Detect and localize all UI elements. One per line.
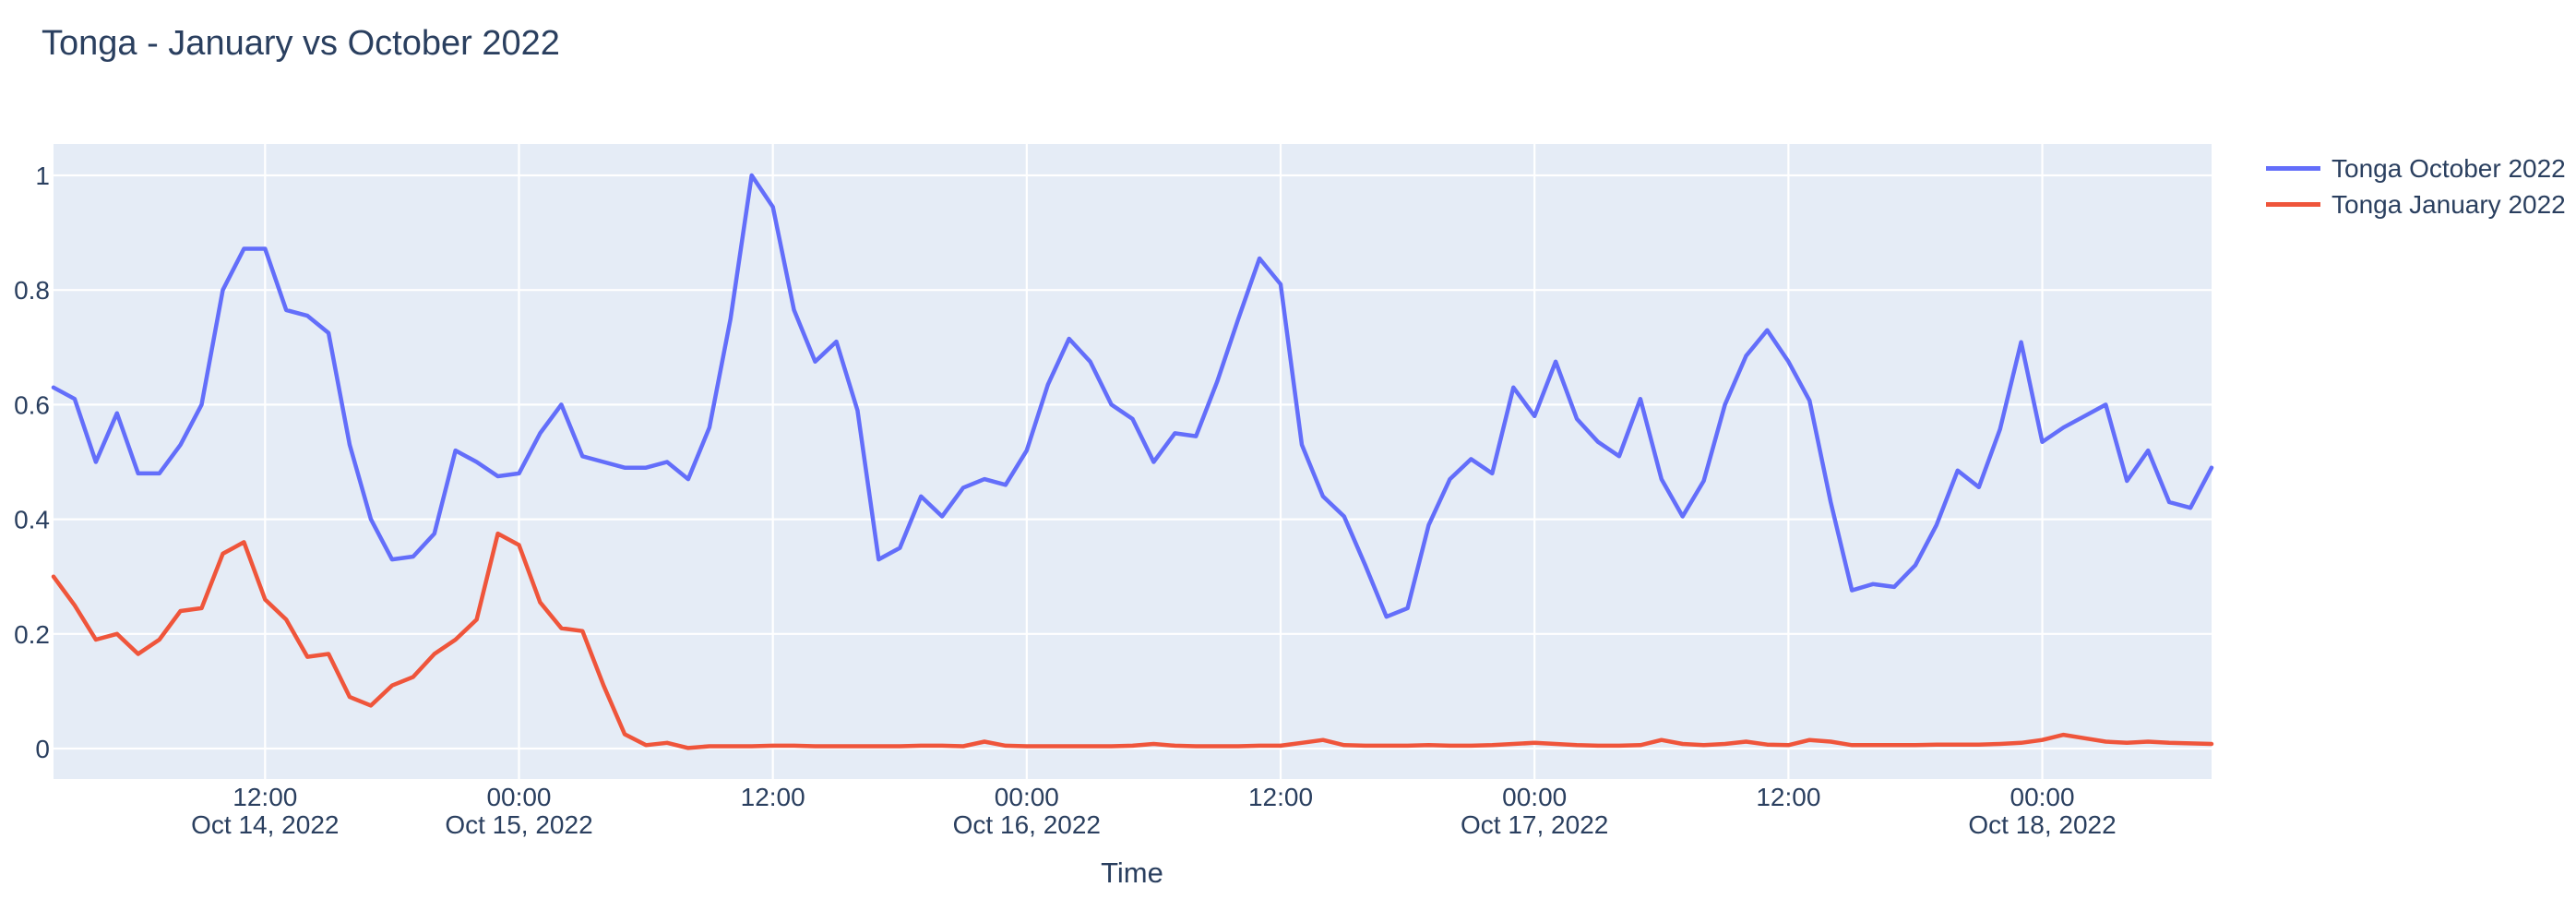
x-tick-label-time: 12:00 [1756, 783, 1820, 811]
x-tick-label-time: 00:00 [1502, 783, 1567, 811]
x-tick-label-time: 00:00 [486, 783, 551, 811]
legend-item-tonga-october-2022[interactable]: Tonga October 2022 [2266, 150, 2566, 186]
y-tick-label: 0.8 [14, 276, 50, 305]
x-tick-label-date: Oct 14, 2022 [191, 810, 339, 839]
y-tick-label: 0 [35, 735, 50, 763]
x-tick-label-date: Oct 15, 2022 [445, 810, 592, 839]
legend-label: Tonga October 2022 [2332, 153, 2566, 183]
chart-title: Tonga - January vs October 2022 [42, 24, 560, 63]
legend-label: Tonga January 2022 [2332, 189, 2566, 219]
series-line-tonga-january-2022[interactable] [51, 531, 2214, 750]
y-tick-label: 0.4 [14, 506, 50, 534]
x-tick-label-date: Oct 17, 2022 [1461, 810, 1608, 839]
legend: Tonga October 2022 Tonga January 2022 [2266, 150, 2566, 222]
legend-line-swatch [2266, 202, 2320, 207]
x-tick-label-date: Oct 18, 2022 [1968, 810, 2116, 839]
plot-background[interactable] [54, 144, 2212, 779]
x-tick-label-time: 00:00 [995, 783, 1059, 811]
legend-line-swatch [2266, 166, 2320, 171]
x-tick-label-time: 00:00 [2010, 783, 2075, 811]
series-line-tonga-october-2022[interactable] [51, 173, 2214, 619]
x-tick-label-time: 12:00 [233, 783, 297, 811]
legend-item-tonga-january-2022[interactable]: Tonga January 2022 [2266, 186, 2566, 222]
x-axis-title: Time [1101, 857, 1163, 889]
y-tick-label: 0.2 [14, 620, 50, 649]
y-tick-label: 1 [35, 162, 50, 190]
x-tick-label-time: 12:00 [1248, 783, 1313, 811]
y-tick-label: 0.6 [14, 390, 50, 419]
x-tick-label-time: 12:00 [741, 783, 805, 811]
x-tick-label-date: Oct 16, 2022 [953, 810, 1101, 839]
